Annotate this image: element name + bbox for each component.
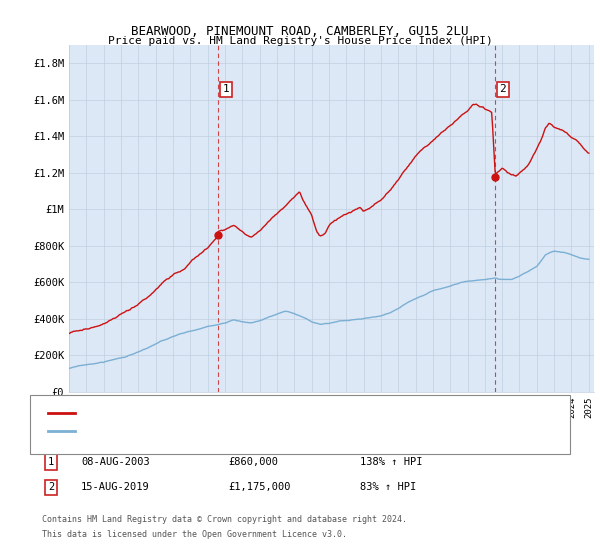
Text: £860,000: £860,000 xyxy=(228,457,278,467)
Text: BEARWOOD, PINEMOUNT ROAD, CAMBERLEY, GU15 2LU (detached house): BEARWOOD, PINEMOUNT ROAD, CAMBERLEY, GU1… xyxy=(81,408,445,418)
Text: 2: 2 xyxy=(48,482,54,492)
Text: 1: 1 xyxy=(223,85,229,95)
Text: 15-AUG-2019: 15-AUG-2019 xyxy=(81,482,150,492)
Text: Price paid vs. HM Land Registry's House Price Index (HPI): Price paid vs. HM Land Registry's House … xyxy=(107,36,493,46)
Text: This data is licensed under the Open Government Licence v3.0.: This data is licensed under the Open Gov… xyxy=(42,530,347,539)
Text: £1,175,000: £1,175,000 xyxy=(228,482,290,492)
Text: 83% ↑ HPI: 83% ↑ HPI xyxy=(360,482,416,492)
Text: 138% ↑ HPI: 138% ↑ HPI xyxy=(360,457,422,467)
Text: BEARWOOD, PINEMOUNT ROAD, CAMBERLEY, GU15 2LU: BEARWOOD, PINEMOUNT ROAD, CAMBERLEY, GU1… xyxy=(131,25,469,38)
Text: HPI: Average price, detached house, Surrey Heath: HPI: Average price, detached house, Surr… xyxy=(81,426,363,436)
Text: 2: 2 xyxy=(500,85,506,95)
Text: 08-AUG-2003: 08-AUG-2003 xyxy=(81,457,150,467)
Text: 1: 1 xyxy=(48,457,54,467)
Text: Contains HM Land Registry data © Crown copyright and database right 2024.: Contains HM Land Registry data © Crown c… xyxy=(42,515,407,524)
